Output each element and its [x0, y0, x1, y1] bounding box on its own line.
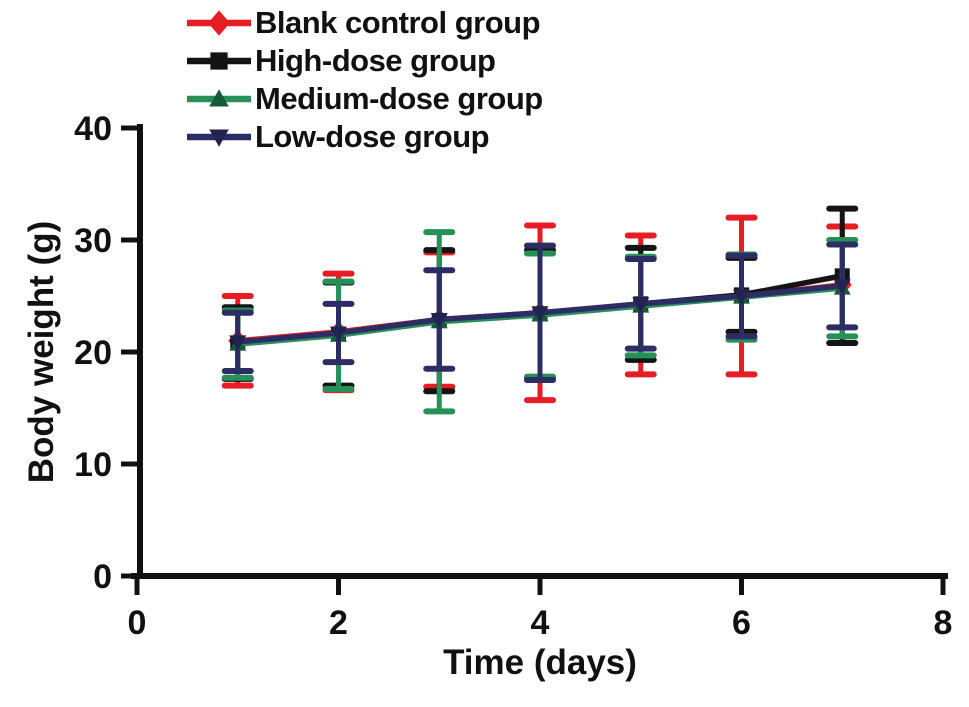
triangle-down-marker: [330, 326, 347, 342]
legend-item-medium-dose-group: Medium-dose group: [186, 80, 543, 118]
y-tick-label: 30: [74, 222, 112, 260]
legend-item-blank-control-group: Blank control group: [186, 4, 543, 42]
legend-label-blank-control-group: Blank control group: [255, 5, 541, 40]
y-tick-label: 20: [74, 334, 112, 372]
legend-label-low-dose-group: Low-dose group: [255, 119, 490, 154]
triangle-up-marker: [209, 89, 229, 107]
square-marker-icon: [187, 52, 251, 70]
x-tick-label: 8: [934, 604, 953, 642]
triangle-down-marker: [733, 289, 750, 305]
triangle-down-marker: [632, 297, 650, 313]
triangle-down-marker: [209, 129, 229, 147]
legend-glyph: [187, 129, 251, 147]
diamond-marker-icon: [187, 10, 251, 36]
y-tick-label: 40: [74, 110, 112, 148]
y-tick-label: 0: [93, 558, 112, 596]
legend-glyph: [187, 89, 251, 107]
diamond-marker: [208, 10, 230, 36]
legend-glyph: [187, 52, 251, 70]
legend-glyph: [187, 10, 251, 36]
legend-label-medium-dose-group: Medium-dose group: [255, 81, 543, 116]
legend-item-high-dose-group: High-dose group: [186, 42, 543, 80]
triangle-up-marker-icon: [187, 89, 251, 107]
y-tick-label: 10: [74, 446, 112, 484]
series-3: [221, 241, 859, 383]
axes: 0 10 20 30 40 0 2 4 6 8: [74, 110, 952, 642]
triangle-down-marker-icon: [187, 129, 251, 147]
square-marker: [210, 52, 228, 70]
triangle-down-marker: [531, 306, 549, 322]
y-axis-title: Body weight (g): [22, 220, 61, 484]
legend-item-low-dose-group: Low-dose group: [186, 118, 543, 156]
x-tick-label: 4: [531, 604, 550, 642]
triangle-down-marker: [229, 335, 247, 351]
x-tick-label: 0: [128, 604, 147, 642]
chart-legend: Blank control group High-dose group Medi…: [186, 4, 543, 156]
x-tick-label: 2: [329, 604, 348, 642]
x-tick-label: 6: [732, 604, 751, 642]
triangle-down-marker: [833, 279, 851, 295]
triangle-down-marker: [430, 313, 448, 329]
x-axis-title: Time (days): [443, 643, 637, 682]
legend-label-high-dose-group: High-dose group: [255, 43, 496, 78]
